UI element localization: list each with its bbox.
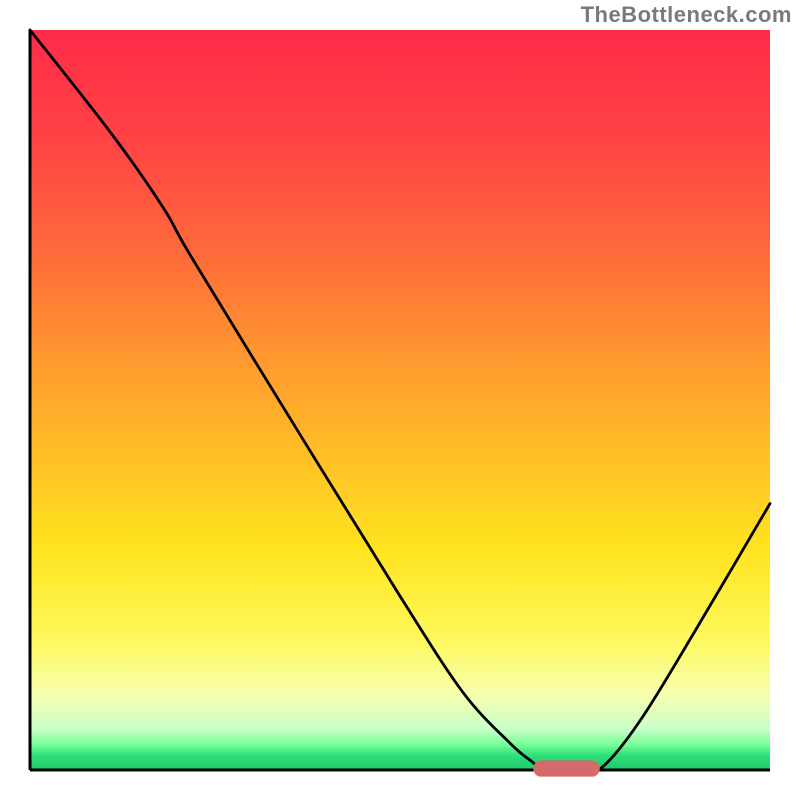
plot-background (30, 30, 770, 770)
watermark-text: TheBottleneck.com (581, 2, 792, 28)
bottleneck-chart (0, 0, 800, 800)
optimal-marker-pill (533, 760, 600, 776)
